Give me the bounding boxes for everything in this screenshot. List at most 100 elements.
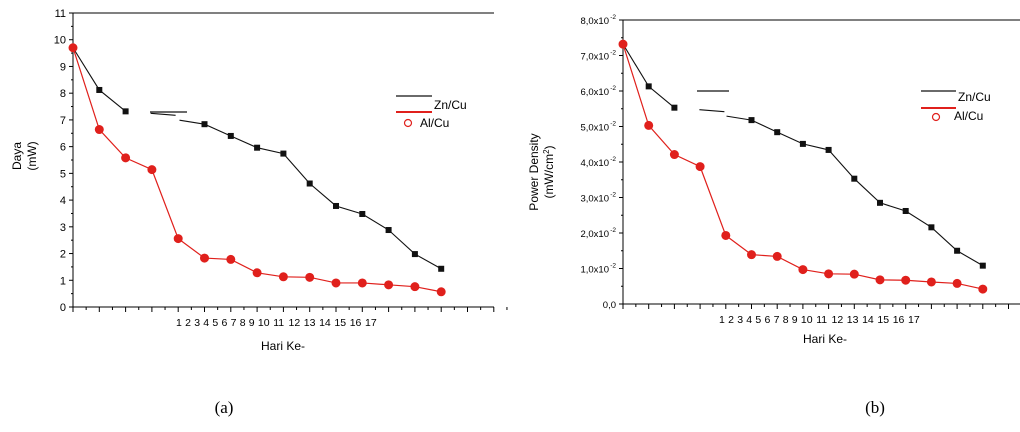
series-line-zn-cu xyxy=(204,123,442,270)
series-line-zn-cu-gap-fragment xyxy=(150,112,176,116)
data-point-zn-cu xyxy=(280,150,287,157)
x-tick-label: 3 xyxy=(737,314,743,326)
data-point-al-cu xyxy=(226,254,236,264)
y-tick-label: 8,0x10 xyxy=(580,16,609,27)
x-tick-label: 7 xyxy=(774,314,780,326)
x-tick-label: 5 xyxy=(755,314,761,326)
data-point-al-cu xyxy=(901,275,911,285)
x-tick-label: 16 xyxy=(893,314,905,326)
data-point-zn-cu xyxy=(851,175,858,182)
data-point-al-cu xyxy=(747,250,756,260)
data-point-zn-cu xyxy=(671,104,678,111)
y-tick-label: 4,0x10 xyxy=(580,158,609,169)
subfigure-caption: (b) xyxy=(865,398,885,417)
x-tick-label: 13 xyxy=(304,317,316,329)
data-point-al-cu xyxy=(278,272,288,282)
data-point-zn-cu xyxy=(201,121,208,128)
legend-marker-al-cu xyxy=(403,118,413,128)
x-tick-label: 1 xyxy=(719,314,725,326)
x-tick-label: 11 xyxy=(816,314,827,326)
x-tick-label: 9 xyxy=(792,314,798,326)
x-tick-label: 15 xyxy=(334,317,346,329)
data-point-al-cu xyxy=(121,153,131,163)
y-tick-label: 1 xyxy=(60,275,66,287)
y-tick-exponent: -2 xyxy=(610,192,616,199)
y-tick-label: 4 xyxy=(60,195,66,207)
data-point-al-cu xyxy=(721,230,731,240)
legend-label-zn-cu: Zn/Cu xyxy=(434,98,467,112)
data-point-al-cu xyxy=(798,265,808,275)
y-axis-label-superscript: 2 xyxy=(542,149,551,154)
y-axis-label-line2: (mW/cm xyxy=(542,154,556,199)
data-point-al-cu xyxy=(357,278,367,288)
data-point-zn-cu xyxy=(645,83,652,90)
data-point-zn-cu xyxy=(96,86,103,93)
y-axis-label-line1: Power Density xyxy=(527,133,541,210)
data-point-al-cu xyxy=(173,234,183,244)
data-point-al-cu xyxy=(305,272,315,282)
data-point-al-cu xyxy=(978,284,988,294)
data-point-al-cu xyxy=(772,251,782,261)
x-tick-label: 8 xyxy=(240,317,246,329)
x-tick-label: 17 xyxy=(908,314,920,326)
data-point-zn-cu xyxy=(122,108,129,115)
x-tick-label: 8 xyxy=(783,314,789,326)
y-axis-label: Power Density(mW/cm2) xyxy=(527,133,556,210)
y-tick-label: 5,0x10 xyxy=(580,123,609,134)
x-tick-label: 4 xyxy=(746,314,752,326)
y-axis-label-line2: (mW) xyxy=(25,141,39,170)
data-point-al-cu xyxy=(147,165,157,175)
x-tick-label: 10 xyxy=(258,317,270,329)
x-tick-label: 5 xyxy=(212,317,218,329)
x-tick-label: 15 xyxy=(877,314,889,326)
data-point-zn-cu xyxy=(877,199,883,206)
y-tick-label: 10 xyxy=(54,35,66,47)
y-tick-label: 9 xyxy=(60,61,66,73)
data-point-al-cu xyxy=(669,150,679,160)
data-point-al-cu xyxy=(331,278,341,288)
legend-label-al-cu: Al/Cu xyxy=(954,109,983,123)
x-tick-label: 13 xyxy=(847,314,859,326)
x-tick-label: 4 xyxy=(203,317,209,329)
y-tick-label: 1,0x10 xyxy=(580,265,609,276)
x-tick-label: 17 xyxy=(365,317,377,329)
subfigure-caption: (a) xyxy=(215,398,234,417)
legend-marker-al-cu xyxy=(931,112,941,122)
series-line-zn-cu xyxy=(751,119,984,267)
data-point-zn-cu xyxy=(928,224,935,231)
data-point-zn-cu xyxy=(254,144,261,151)
x-tick-label: 6 xyxy=(765,314,771,326)
y-tick-exponent: -2 xyxy=(610,121,616,128)
y-tick-exponent: -2 xyxy=(610,156,616,163)
data-point-al-cu xyxy=(200,253,209,263)
x-tick-label: 12 xyxy=(289,317,301,329)
data-point-zn-cu xyxy=(902,207,909,214)
data-point-al-cu xyxy=(68,43,78,53)
y-tick-label: 6 xyxy=(60,142,66,154)
y-tick-label: 0,0 xyxy=(603,300,616,311)
y-tick-label: 0 xyxy=(60,302,66,314)
y-tick-exponent: -2 xyxy=(610,50,616,57)
data-point-al-cu xyxy=(436,287,446,297)
y-tick-label: 8 xyxy=(60,88,66,100)
x-tick-label: 10 xyxy=(801,314,813,326)
y-tick-label: 5 xyxy=(60,168,66,180)
y-axis-label-line1: Daya xyxy=(10,142,24,170)
data-point-al-cu xyxy=(952,278,962,288)
data-point-al-cu xyxy=(618,39,628,49)
data-point-al-cu xyxy=(384,280,394,290)
data-point-zn-cu xyxy=(799,140,806,147)
series-line-zn-cu-gap-fragment xyxy=(726,115,752,121)
data-point-zn-cu xyxy=(385,227,392,234)
series-line-zn-cu xyxy=(622,43,675,109)
data-point-zn-cu xyxy=(438,265,445,272)
x-axis-label: Hari Ke- xyxy=(261,339,305,353)
data-point-zn-cu xyxy=(227,132,234,139)
y-tick-exponent: -2 xyxy=(610,227,616,234)
x-tick-label: 3 xyxy=(194,317,200,329)
y-tick-exponent: -2 xyxy=(610,85,616,92)
data-point-al-cu xyxy=(824,269,834,279)
